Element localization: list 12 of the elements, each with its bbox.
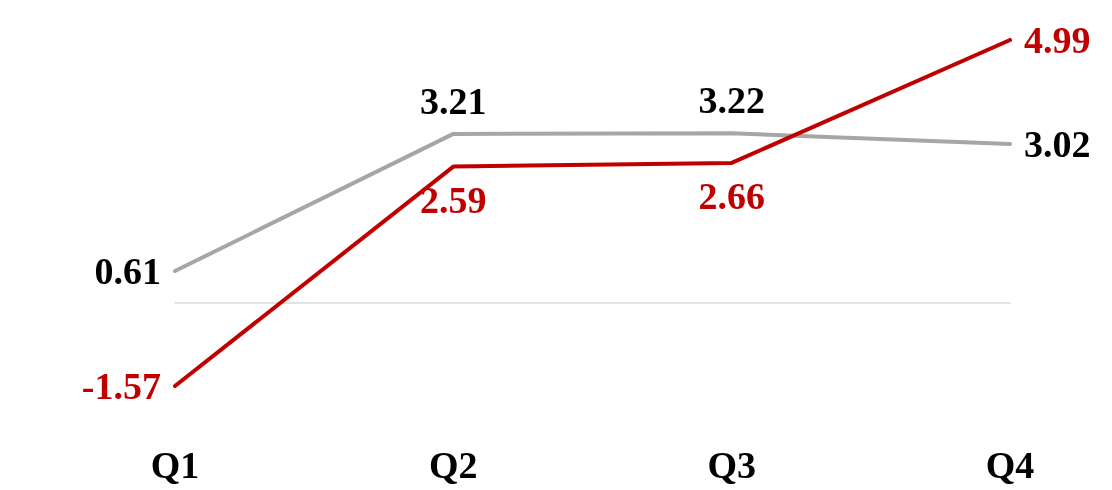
data-label: 3.21 bbox=[420, 79, 487, 122]
x-tick-label: Q2 bbox=[429, 444, 478, 486]
x-tick-label: Q4 bbox=[985, 444, 1035, 486]
data-label: 3.02 bbox=[1024, 122, 1091, 165]
x-tick-label: Q1 bbox=[150, 444, 200, 486]
data-label: -1.57 bbox=[81, 365, 161, 407]
data-label: 4.99 bbox=[1024, 19, 1091, 61]
data-label: 2.66 bbox=[698, 174, 765, 217]
data-label: 3.22 bbox=[698, 79, 765, 122]
data-label: 0.61 bbox=[94, 250, 161, 293]
data-label: 2.59 bbox=[420, 178, 487, 221]
x-tick-label: Q3 bbox=[707, 444, 756, 486]
